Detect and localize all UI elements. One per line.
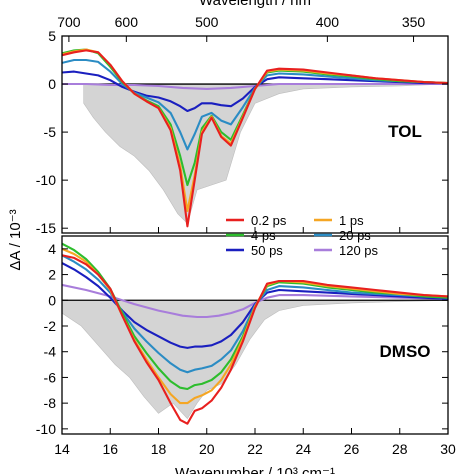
steady-state-area-tol bbox=[83, 83, 448, 224]
legend-label: 50 ps bbox=[251, 243, 283, 258]
wavelength-tick-label: 400 bbox=[316, 14, 340, 30]
panel-label-tol: TOL bbox=[388, 122, 422, 141]
wavelength-ticks: 700 600 500 400 350 bbox=[57, 14, 425, 42]
x-tick-label: 16 bbox=[102, 441, 118, 457]
wavenumber-ticks: 14 16 18 20 22 24 26 28 30 bbox=[54, 441, 456, 457]
top-axis-title: Wavelength / nm bbox=[199, 0, 311, 9]
x-tick-label: 28 bbox=[392, 441, 408, 457]
wavelength-tick-label: 350 bbox=[402, 14, 426, 30]
panel-label-dmso: DMSO bbox=[380, 342, 431, 361]
x-tick-label: 24 bbox=[295, 441, 311, 457]
x-tick-label: 14 bbox=[54, 441, 70, 457]
y-tick-label-tol: -15 bbox=[36, 220, 56, 236]
y-tick-label-dmso: -4 bbox=[44, 344, 57, 360]
series-dmso-120-ps bbox=[62, 283, 448, 319]
series-tol-20-ps bbox=[62, 58, 448, 151]
x-tick-label: 20 bbox=[199, 441, 215, 457]
series-dmso-0-2-ps bbox=[62, 254, 448, 425]
legend-label: 0.2 ps bbox=[251, 213, 287, 228]
legend: 0.2 ps 1 ps 4 ps 20 ps 50 ps 120 ps bbox=[226, 213, 379, 258]
ticks-tol: 5 0 -5 -10 -15 bbox=[36, 28, 449, 236]
y-tick-label-tol: -10 bbox=[36, 172, 56, 188]
series-tol-0-2-ps bbox=[62, 49, 448, 228]
legend-label: 120 ps bbox=[339, 243, 379, 258]
y-tick-label-dmso: -6 bbox=[44, 369, 57, 385]
panel-tol: 5 0 -5 -10 -15 TOL bbox=[36, 28, 449, 236]
y-tick-label-dmso: 4 bbox=[48, 241, 56, 257]
x-tick-label: 30 bbox=[440, 441, 456, 457]
panel-dmso: 4 2 0 -2 -4 -6 -8 -10 DMSO bbox=[36, 235, 449, 437]
y-tick-label-dmso: 2 bbox=[48, 267, 56, 283]
legend-label: 1 ps bbox=[339, 213, 364, 228]
steady-state-fill-tol bbox=[83, 83, 448, 224]
x-tick-label: 18 bbox=[151, 441, 167, 457]
series-group-dmso bbox=[62, 242, 448, 425]
series-tol-120-ps bbox=[62, 82, 448, 90]
wavelength-tick-label: 600 bbox=[115, 14, 139, 30]
legend-label: 4 ps bbox=[251, 228, 276, 243]
steady-state-fill-dmso bbox=[62, 300, 448, 420]
series-group-tol bbox=[62, 48, 448, 228]
y-tick-label-dmso: -10 bbox=[36, 421, 56, 437]
x-tick-label: 22 bbox=[247, 441, 263, 457]
series-tol-50-ps bbox=[62, 70, 448, 113]
y-tick-label-dmso: -2 bbox=[44, 318, 57, 334]
y-tick-label-tol: -5 bbox=[44, 124, 57, 140]
y-tick-label-tol: 0 bbox=[48, 76, 56, 92]
y-tick-label-dmso: -8 bbox=[44, 395, 57, 411]
wavelength-tick-label: 700 bbox=[57, 14, 81, 30]
steady-state-area-dmso bbox=[62, 300, 448, 420]
legend-label: 20 ps bbox=[339, 228, 371, 243]
y-tick-label-tol: 5 bbox=[48, 28, 56, 44]
wavelength-tick-label: 500 bbox=[195, 14, 219, 30]
y-axis-title: ΔA / 10⁻³ bbox=[7, 209, 24, 270]
x-tick-label: 26 bbox=[344, 441, 360, 457]
x-axis-title: Wavenumber / 10³ cm⁻¹ bbox=[175, 465, 335, 474]
ticks-dmso: 4 2 0 -2 -4 -6 -8 -10 bbox=[36, 241, 449, 437]
y-tick-label-dmso: 0 bbox=[48, 292, 56, 308]
